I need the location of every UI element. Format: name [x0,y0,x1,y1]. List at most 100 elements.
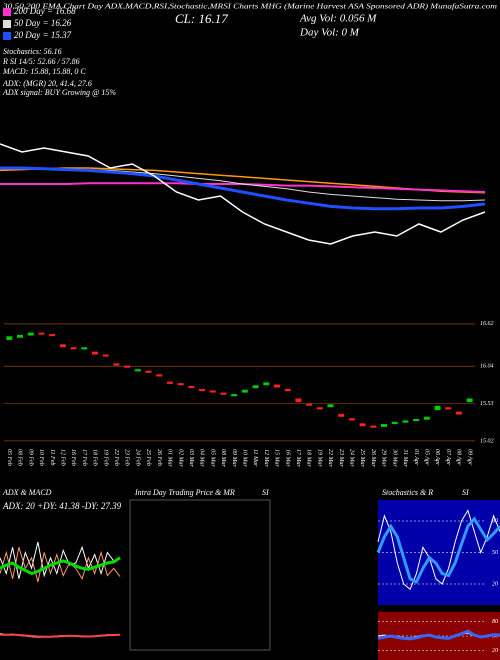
x-tick-label: 05 Feb [6,449,12,466]
panel-title: Stochastics & R [382,488,433,497]
x-tick-label: 05 Mar [209,449,215,467]
x-tick-label: 12 Mar [263,449,269,467]
x-tick-label: 25 Feb [145,449,151,466]
panel-subtitle: ADX: 20 +DY: 41.38 -DY: 27.39 [2,501,122,511]
candle [327,404,334,408]
y-tick-label: 50 [492,550,498,556]
series-line [0,556,121,576]
x-tick-label: 31 Mar [402,448,408,467]
x-tick-label: 08 Mar [220,449,226,467]
candle [370,425,377,428]
candle [284,388,291,392]
x-tick-label: 09 Mar [231,449,237,467]
y-tick-label: 15.53 [480,401,494,407]
candle [209,390,216,393]
x-tick-label: 19 Feb [102,449,108,466]
chart-title: 30,50,200 EMA Chart Day ADX,MACD,RSI,Sto… [2,3,497,11]
y-tick-label: 16.62 [480,321,494,327]
candle [27,332,34,336]
legend-swatch [3,8,11,16]
x-tick-label: 06 Apr [434,449,440,466]
x-tick-label: 24 Mar [349,449,356,467]
x-tick-label: 07 Apr [445,449,451,466]
candle [445,407,452,410]
annotation: R SI 14/5: 52.66 / 57.86 [2,57,80,66]
x-tick-label: 10 Mar [241,449,247,467]
x-tick-label: 11 Mar [252,449,258,467]
candle [156,374,163,377]
candle [49,334,56,337]
legend-swatch [3,20,11,28]
candle [434,405,441,411]
y-tick-label: 20 [492,581,498,587]
legend-swatch [3,32,11,40]
x-tick-label: 08 Feb [17,449,23,466]
candle [455,411,462,415]
x-tick-label: 03 Mar [188,449,194,467]
candle [413,418,420,422]
x-tick-label: 17 Mar [295,449,301,467]
series-line [377,629,500,641]
x-tick-label: 29 Mar [381,449,387,467]
candle [81,347,88,350]
candle [166,381,173,384]
x-tick-label: 05 Apr [423,449,429,466]
candle [91,351,98,355]
y-tick-label: 15.02 [480,438,494,444]
series-line [376,516,500,584]
candle [145,370,152,373]
x-tick-label: 08 Apr [456,449,462,466]
panel-title: Intra Day Trading Price & MR [134,488,235,497]
x-tick-label: 19 Mar [316,449,322,467]
annotation: MACD: 15.88, 15.88, 0 C [2,67,86,76]
y-tick-label: 80 [492,619,498,625]
candle [102,354,109,357]
x-tick-label: 09 Apr [466,449,472,466]
candle [423,416,430,420]
x-tick-label: 16 Mar [284,449,290,467]
x-tick-label: 15 Mar [274,449,280,467]
candle [402,420,409,423]
candle [17,334,24,338]
candle [263,382,270,386]
x-tick-label: 11 Feb [49,449,55,465]
candle [338,413,345,417]
candle [188,386,195,389]
candle [199,388,206,392]
y-tick-label: 16.04 [480,363,494,370]
y-tick-label: 80 [492,518,498,524]
series-line [0,143,486,245]
series-line [0,547,121,583]
candle [348,418,355,421]
panel-title-suffix: SI [262,488,269,497]
x-tick-label: 26 Feb [156,449,162,466]
x-tick-label: 01 Mar [167,449,173,467]
x-tick-label: 09 Feb [27,449,33,466]
intraday-panel [129,499,271,651]
y-tick-label: 20 [492,648,498,654]
x-tick-label: 23 Feb [124,449,130,466]
candle [466,398,473,403]
x-tick-label: 22 Mar [327,449,333,467]
candle [220,392,227,395]
x-tick-label: 01 Apr [413,449,419,466]
candle [38,332,45,335]
x-tick-label: 12 Feb [60,449,66,466]
candle [359,423,366,427]
x-tick-label: 24 Feb [134,449,141,466]
legend-entry: 20 Day = 15.37 [14,30,72,40]
candle [59,344,66,348]
panel-title: ADX & MACD [2,488,52,497]
x-tick-label: 18 Mar [306,449,312,467]
x-tick-label: 02 Mar [177,449,183,467]
annotation: Avg Vol: 0.056 M [299,13,377,25]
annotation: CL: 16.17 [175,11,228,26]
y-tick-label: 50 [492,633,498,639]
candle [6,336,13,340]
series-line [0,166,486,211]
series-line [377,509,500,591]
candle [295,398,302,403]
candle [177,383,184,386]
x-tick-label: 26 Mar [370,449,376,467]
legend-entry: 50 Day = 16.26 [14,18,72,28]
